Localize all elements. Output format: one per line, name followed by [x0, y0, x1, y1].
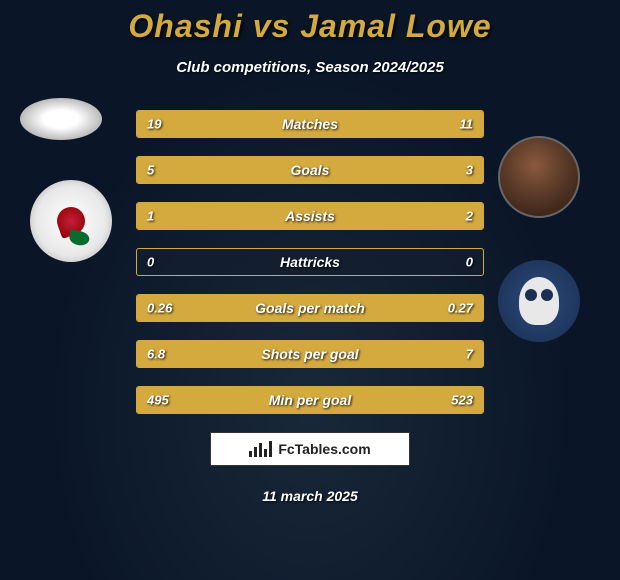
stat-value-right: 523 [451, 393, 473, 408]
comparison-subtitle: Club competitions, Season 2024/2025 [0, 59, 620, 76]
stat-label: Goals [291, 162, 330, 178]
stat-value-right: 2 [466, 209, 473, 224]
stat-value-left: 6.8 [147, 347, 165, 362]
stat-value-left: 495 [147, 393, 169, 408]
stat-row: 1 2 Assists [136, 202, 484, 230]
stat-label: Assists [285, 208, 335, 224]
stat-value-right: 3 [466, 163, 473, 178]
stat-value-left: 5 [147, 163, 154, 178]
footer-brand-box: FcTables.com [210, 432, 410, 466]
owl-icon [519, 277, 559, 325]
stat-row: 495 523 Min per goal [136, 386, 484, 414]
stat-fill-right [352, 157, 483, 183]
stat-value-right: 7 [466, 347, 473, 362]
stats-container: 19 11 Matches 5 3 Goals 1 2 Assists 0 0 Hattricks 0.… [136, 110, 484, 414]
date-text: 11 march 2025 [0, 488, 620, 504]
stat-row: 0 0 Hattricks [136, 248, 484, 276]
club-badge-right [498, 260, 580, 342]
stat-value-right: 0.27 [448, 301, 473, 316]
stat-row: 0.26 0.27 Goals per match [136, 294, 484, 322]
bars-icon [249, 441, 272, 457]
player-photo-left [20, 98, 102, 140]
stat-value-left: 1 [147, 209, 154, 224]
club-badge-left [30, 180, 112, 262]
stat-value-left: 0.26 [147, 301, 172, 316]
stat-label: Hattricks [280, 254, 340, 270]
stat-value-left: 0 [147, 255, 154, 270]
stat-value-left: 19 [147, 117, 161, 132]
stat-value-right: 11 [460, 117, 474, 132]
rose-icon [53, 203, 89, 239]
stat-row: 6.8 7 Shots per goal [136, 340, 484, 368]
stat-label: Shots per goal [261, 346, 358, 362]
stat-label: Goals per match [255, 300, 365, 316]
stat-row: 19 11 Matches [136, 110, 484, 138]
stat-row: 5 3 Goals [136, 156, 484, 184]
stat-value-right: 0 [466, 255, 473, 270]
footer-brand-text: FcTables.com [278, 441, 370, 457]
player-photo-right [498, 136, 580, 218]
stat-label: Min per goal [269, 392, 351, 408]
comparison-title: Ohashi vs Jamal Lowe [0, 8, 620, 45]
stat-label: Matches [282, 116, 338, 132]
